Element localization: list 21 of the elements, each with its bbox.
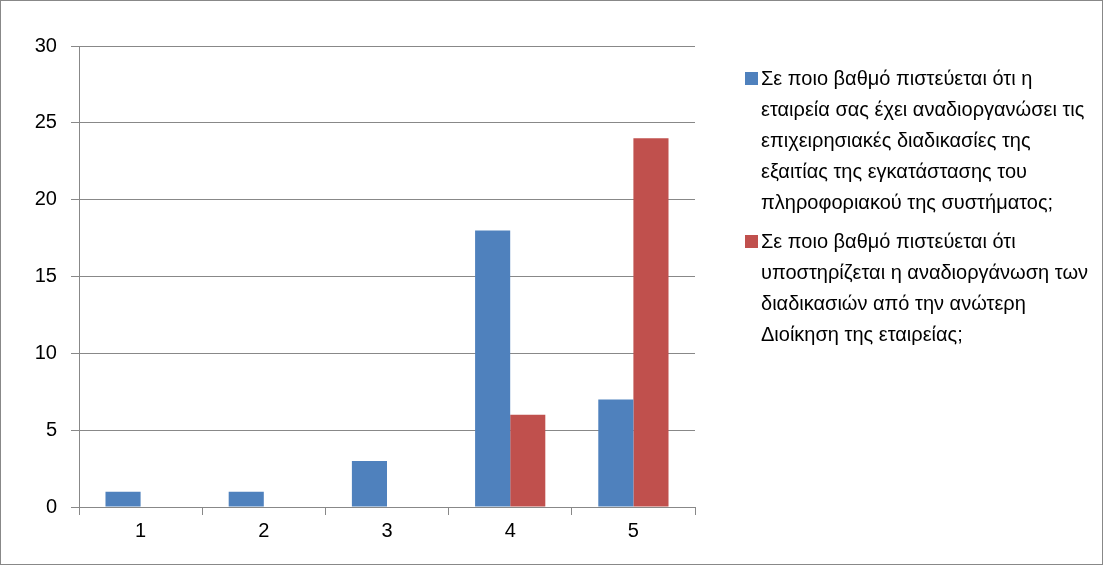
- legend-label: Σε ποιο βαθμό πιστεύεται ότι η εταιρεία σας έχει αναδιοργανώσει τις επιχειρησιακές διαδικασίες της εξαιτίας της εγκατάστασης του πληροφοριακού της συστήματος;: [761, 66, 1086, 215]
- x-tick-label: 4: [504, 518, 516, 541]
- bar: [598, 399, 634, 507]
- bar: [475, 230, 511, 507]
- bar: [510, 414, 546, 507]
- y-tick-label: 15: [34, 264, 57, 287]
- x-tick-label: 5: [627, 518, 639, 541]
- y-tick-label: 5: [45, 417, 57, 440]
- y-tick-label: 25: [34, 110, 57, 133]
- x-tick-label: 2: [258, 518, 270, 541]
- bar: [228, 491, 264, 507]
- bar: [351, 460, 387, 507]
- x-tick-label: 1: [135, 518, 147, 541]
- y-tick-label: 10: [34, 340, 57, 363]
- bar: [105, 491, 141, 507]
- bar: [633, 138, 669, 507]
- y-tick-label: 20: [34, 187, 57, 210]
- y-tick-label: 0: [45, 494, 57, 517]
- x-tick-label: 3: [381, 518, 393, 541]
- y-tick-label: 30: [34, 33, 57, 56]
- legend-label: Σε ποιο βαθμό πιστεύεται ότι υποστηρίζεται η αναδιοργάνωση των διαδικασιών από την ανώτερη Διοίκηση της εταιρείας;: [761, 229, 1089, 347]
